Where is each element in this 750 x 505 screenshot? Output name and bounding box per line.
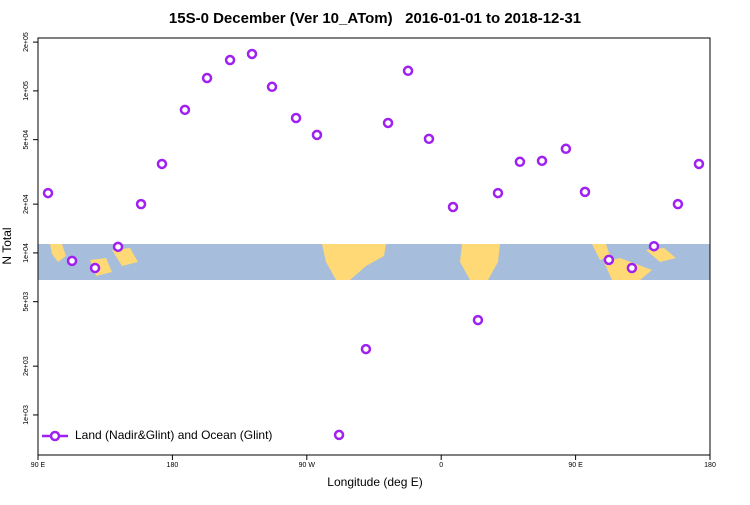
point <box>447 201 459 213</box>
point <box>112 241 124 253</box>
chart-title: 15S-0 December (Ver 10_ATom) 2016-01-01 … <box>169 10 581 27</box>
point <box>672 198 684 210</box>
point <box>135 198 147 210</box>
point <box>472 314 484 326</box>
point <box>648 240 660 252</box>
x-tick-label: 180 <box>167 462 179 469</box>
land <box>50 244 138 276</box>
plot-frame <box>37 37 711 456</box>
point <box>536 155 548 167</box>
y-tick-label: 5e+04 <box>23 130 30 150</box>
x-axis-label: Longitude (deg E) <box>327 475 422 489</box>
point <box>89 262 101 274</box>
y-tick-label: 1e+03 <box>23 405 30 425</box>
y-tick-label: 1e+05 <box>23 81 30 101</box>
point <box>201 72 213 84</box>
y-tick-label: 2e+04 <box>23 194 30 214</box>
point <box>290 112 302 124</box>
x-tick-label: 0 <box>439 462 443 469</box>
land <box>592 244 676 280</box>
point <box>360 343 372 355</box>
y-axis-label: N Total <box>0 227 14 264</box>
legend-label: Land (Nadir&Glint) and Ocean (Glint) <box>75 428 272 442</box>
point <box>333 429 345 441</box>
y-tick-label: 2e+03 <box>23 356 30 376</box>
point <box>382 117 394 129</box>
point <box>224 54 236 66</box>
x-tick-label: 180 <box>704 462 716 469</box>
land <box>460 244 500 280</box>
point <box>626 262 638 274</box>
point <box>423 133 435 145</box>
legend-marker <box>49 430 61 442</box>
point <box>579 186 591 198</box>
point <box>42 187 54 199</box>
x-tick-label: 90 E <box>31 462 46 469</box>
point <box>311 129 323 141</box>
point <box>492 187 504 199</box>
point <box>179 104 191 116</box>
point <box>246 48 258 60</box>
point <box>560 143 572 155</box>
land <box>322 244 386 280</box>
y-tick-label: 1e+04 <box>23 243 30 263</box>
point <box>514 156 526 168</box>
point <box>156 158 168 170</box>
y-tick-label: 2e+05 <box>23 32 30 52</box>
x-tick-label: 90 W <box>299 462 316 469</box>
map-background <box>38 244 710 280</box>
x-tick-label: 90 E <box>568 462 583 469</box>
point <box>603 254 615 266</box>
point <box>402 65 414 77</box>
point <box>693 158 705 170</box>
point <box>266 81 278 93</box>
point <box>66 255 78 267</box>
y-tick-label: 5e+03 <box>23 292 30 312</box>
